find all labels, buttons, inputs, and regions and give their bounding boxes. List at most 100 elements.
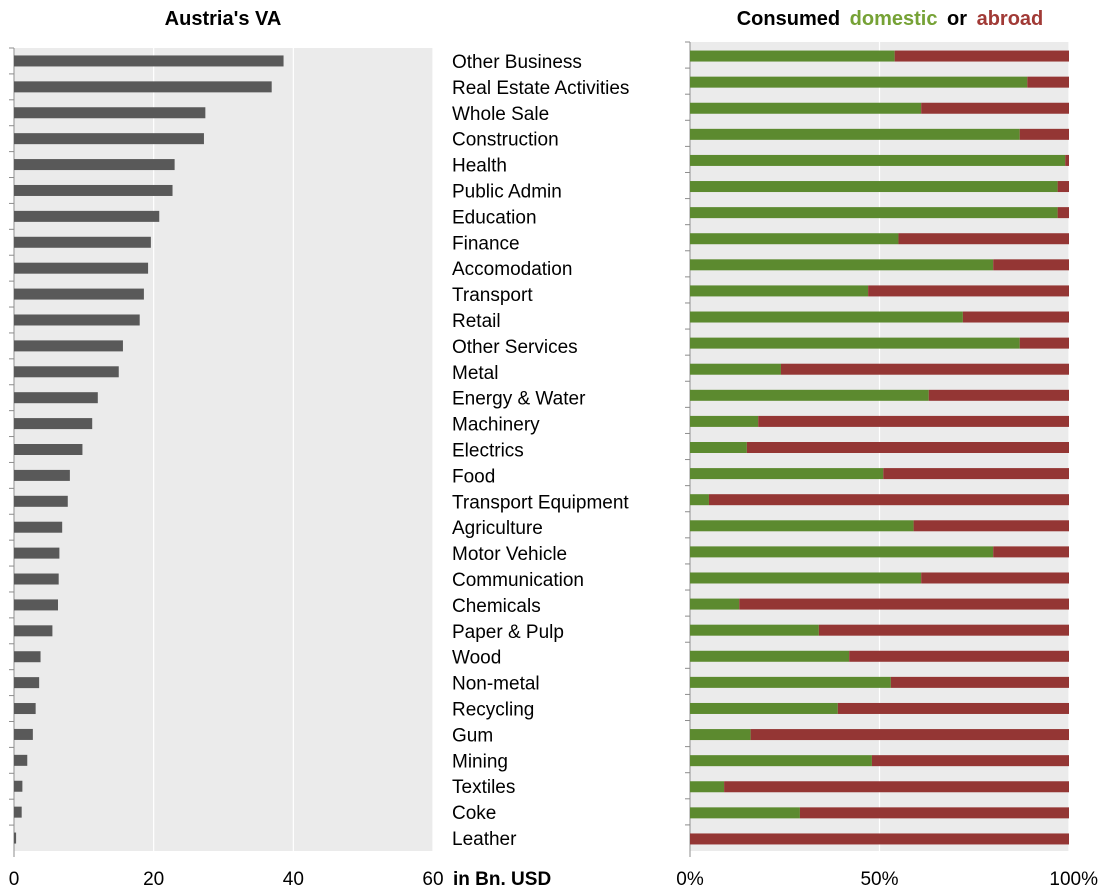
left-bar bbox=[14, 392, 98, 404]
abroad-bar bbox=[739, 598, 1069, 610]
category-label: Real Estate Activities bbox=[452, 78, 629, 99]
abroad-bar bbox=[913, 520, 1069, 532]
category-label: Electrics bbox=[452, 441, 524, 462]
category-label: Gum bbox=[452, 725, 493, 746]
abroad-bar bbox=[868, 285, 1069, 297]
domestic-bar bbox=[690, 311, 963, 323]
domestic-bar bbox=[690, 755, 872, 767]
category-label: Machinery bbox=[452, 415, 540, 436]
title-consumed: Consumed bbox=[737, 8, 840, 30]
title-abroad: abroad bbox=[977, 8, 1044, 30]
domestic-bar bbox=[690, 729, 751, 741]
left-bar bbox=[14, 469, 70, 481]
category-label: Wood bbox=[452, 648, 501, 669]
left-bar bbox=[14, 547, 60, 559]
domestic-bar bbox=[690, 572, 922, 584]
abroad-bar bbox=[799, 807, 1069, 819]
category-label: Health bbox=[452, 156, 507, 177]
abroad-bar bbox=[883, 468, 1069, 480]
left-x-tick-label: 0 bbox=[9, 869, 20, 890]
abroad-bar bbox=[818, 624, 1069, 636]
domestic-bar bbox=[690, 468, 884, 480]
domestic-bar bbox=[690, 702, 838, 714]
abroad-bar bbox=[780, 363, 1069, 375]
left-bar bbox=[14, 366, 119, 378]
left-bar bbox=[14, 81, 272, 93]
category-label: Transport bbox=[452, 285, 533, 306]
category-label: Whole Sale bbox=[452, 104, 549, 125]
left-bar bbox=[14, 133, 204, 145]
category-label: Motor Vehicle bbox=[452, 544, 567, 565]
category-label: Transport Equipment bbox=[452, 492, 629, 513]
left-bar bbox=[14, 573, 59, 585]
domestic-bar bbox=[690, 50, 895, 62]
abroad-bar bbox=[871, 755, 1069, 767]
right-chart-title: Consumed domestic or abroad bbox=[737, 8, 1044, 30]
domestic-bar bbox=[690, 598, 740, 610]
domestic-bar bbox=[690, 363, 781, 375]
domestic-bar bbox=[690, 285, 869, 297]
domestic-bar bbox=[690, 650, 850, 662]
left-bar bbox=[14, 703, 36, 715]
left-bar bbox=[14, 314, 140, 326]
abroad-bar bbox=[921, 572, 1069, 584]
domestic-bar bbox=[690, 337, 1020, 349]
abroad-bar bbox=[894, 50, 1069, 62]
domestic-bar bbox=[690, 415, 759, 427]
left-bar bbox=[14, 184, 173, 196]
left-bar bbox=[14, 521, 63, 533]
abroad-bar bbox=[962, 311, 1069, 323]
category-label: Food bbox=[452, 466, 495, 487]
category-label: Accomodation bbox=[452, 259, 572, 280]
right-x-tick-label: 50% bbox=[860, 869, 898, 890]
category-label: Public Admin bbox=[452, 181, 562, 202]
abroad-bar bbox=[724, 781, 1069, 793]
right-x-ticks: 0% 50% 100% bbox=[676, 869, 1098, 890]
abroad-bar bbox=[898, 233, 1069, 245]
domestic-bar bbox=[690, 259, 994, 271]
title-or: or bbox=[947, 8, 967, 30]
domestic-bar bbox=[690, 181, 1058, 193]
abroad-bar bbox=[746, 442, 1069, 453]
left-x-tick-label: 20 bbox=[143, 869, 164, 890]
domestic-bar bbox=[690, 520, 914, 532]
category-label: Retail bbox=[452, 311, 501, 332]
category-label: Leather bbox=[452, 829, 517, 850]
domestic-bar bbox=[690, 76, 1028, 88]
abroad-bar bbox=[758, 415, 1069, 427]
abroad-bar bbox=[921, 102, 1069, 114]
left-bar bbox=[14, 288, 144, 300]
domestic-bar bbox=[690, 546, 994, 558]
category-label: Textiles bbox=[452, 777, 515, 798]
left-bar bbox=[14, 495, 68, 507]
abroad-bar bbox=[690, 833, 1069, 845]
category-label: Communication bbox=[452, 570, 584, 591]
domestic-bar bbox=[690, 207, 1058, 219]
left-x-axis-label: in Bn. USD bbox=[453, 869, 551, 890]
domestic-bar bbox=[690, 442, 747, 453]
domestic-bar bbox=[690, 676, 891, 688]
category-label: Finance bbox=[452, 233, 520, 254]
abroad-bar bbox=[708, 494, 1069, 506]
category-label: Agriculture bbox=[452, 518, 543, 539]
domestic-bar bbox=[690, 807, 800, 819]
abroad-bar bbox=[1019, 128, 1069, 140]
domestic-bar bbox=[690, 102, 922, 114]
left-bar bbox=[14, 651, 41, 663]
category-label: Mining bbox=[452, 751, 508, 772]
abroad-bar bbox=[1019, 337, 1069, 349]
left-bar bbox=[14, 444, 83, 455]
left-bar bbox=[14, 677, 40, 689]
left-bar bbox=[14, 262, 149, 274]
abroad-bar bbox=[837, 702, 1069, 714]
left-bar bbox=[14, 107, 206, 119]
left-bar bbox=[14, 625, 53, 637]
left-bar bbox=[14, 418, 93, 430]
category-label: Chemicals bbox=[452, 596, 541, 617]
right-x-tick-label: 100% bbox=[1049, 869, 1098, 890]
abroad-bar bbox=[1057, 181, 1069, 193]
left-bar bbox=[14, 728, 33, 740]
abroad-bar bbox=[750, 729, 1069, 741]
left-plot-area bbox=[14, 48, 433, 851]
left-bar bbox=[14, 599, 58, 611]
